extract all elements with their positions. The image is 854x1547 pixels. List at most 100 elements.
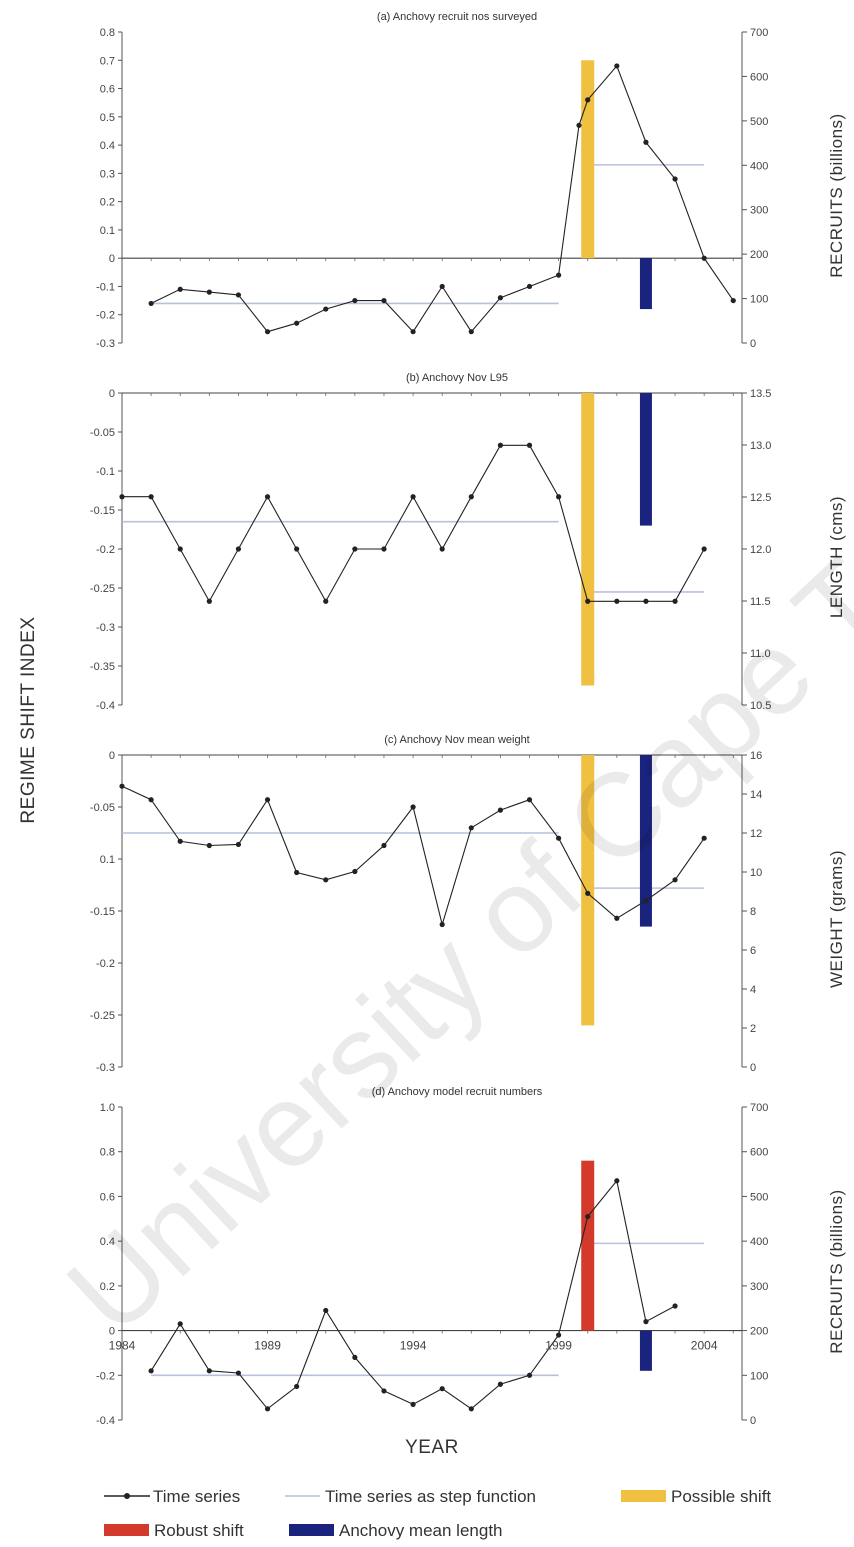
data-point — [701, 546, 707, 552]
right-tick-label: 12.0 — [750, 544, 771, 556]
data-point — [497, 295, 504, 301]
data-point — [177, 286, 183, 292]
left-tick-label: -0.2 — [96, 958, 115, 970]
data-point — [264, 494, 271, 500]
panel-a: -0.3 -0.2 -0.1 0 0.1 0.2 0.3 0.4 0.5 0.6 0.7 0.8 0 10… — [96, 11, 846, 350]
data-point — [526, 442, 533, 448]
panel-b: -0.4 -0.35 -0.3 -0.25 -0.2 -0.15 -0.1 -0.05 0 10.… — [90, 372, 846, 712]
left-tick-label: 0.4 — [100, 1236, 115, 1248]
right-tick-label: 12.5 — [750, 492, 771, 504]
data-point — [352, 1354, 358, 1360]
data-point — [614, 598, 620, 604]
legend-mean-length: Anchovy mean length — [289, 1521, 503, 1540]
right-tick-label: 10 — [750, 867, 762, 879]
right-tick-label: 700 — [750, 27, 768, 39]
data-point — [468, 1406, 474, 1412]
mean-length-bar — [639, 1330, 652, 1371]
left-tick-label: -0.1 — [96, 281, 115, 293]
data-point — [701, 255, 707, 261]
data-point — [439, 283, 445, 290]
legend-possible-shift: Possible shift — [621, 1487, 771, 1506]
data-point — [672, 877, 678, 883]
right-tick-label: 10.5 — [750, 700, 771, 712]
data-point — [206, 842, 212, 849]
right-tick-label: 500 — [750, 116, 768, 128]
left-tick-label: -0.4 — [96, 1415, 115, 1427]
data-point — [177, 838, 183, 844]
left-tick-label: 1.0 — [100, 1102, 115, 1114]
data-point — [439, 921, 445, 928]
panel-title: (a) Anchovy recruit nos surveyed — [377, 11, 537, 23]
data-point — [497, 1381, 504, 1387]
data-point — [148, 300, 154, 307]
chart-panels: -0.3 -0.2 -0.1 0 0.1 0.2 0.3 0.4 0.5 0.6 0.7 0.8 0 10… — [90, 11, 846, 1427]
time-series-line — [150, 64, 734, 333]
data-point — [439, 1386, 445, 1392]
left-tick-label: -0.15 — [90, 505, 115, 517]
left-axis-label: REGIME SHIFT INDEX — [18, 616, 39, 823]
data-point — [410, 494, 416, 500]
left-tick-label: 0 — [109, 1326, 115, 1338]
data-point — [381, 546, 387, 552]
left-tick-label: -0.3 — [96, 338, 115, 350]
mean-length-bar — [639, 258, 652, 310]
possible-shift-bar — [581, 393, 595, 686]
data-point — [468, 494, 474, 500]
possible-shift-bar — [581, 755, 595, 1026]
right-tick-label: 2 — [750, 1023, 756, 1035]
data-point — [235, 546, 242, 552]
right-tick-label: 200 — [750, 1326, 768, 1338]
right-tick-label: 600 — [750, 71, 768, 83]
right-axis-label: WEIGHT (grams) — [827, 850, 846, 988]
left-tick-label: 0 — [109, 750, 115, 762]
data-point — [730, 297, 736, 304]
left-tick-label: 0.1 — [100, 854, 115, 866]
x-tick-label: 1989 — [254, 1339, 281, 1353]
left-tick-label: 0.3 — [100, 168, 115, 180]
right-tick-label: 6 — [750, 945, 756, 957]
data-point — [614, 63, 620, 69]
left-tick-label: -0.05 — [90, 427, 115, 439]
left-tick-label: 0.1 — [100, 225, 115, 237]
data-point — [556, 835, 562, 841]
panel-title: (b) Anchovy Nov L95 — [406, 372, 508, 384]
data-point — [206, 289, 212, 295]
right-tick-label: 400 — [750, 1236, 768, 1248]
right-tick-label: 16 — [750, 750, 762, 762]
data-point — [323, 1307, 329, 1314]
right-tick-label: 100 — [750, 294, 768, 306]
right-axis-label: RECRUITS (billions) — [827, 113, 846, 277]
mean-length-bar — [639, 393, 652, 526]
left-tick-label: 0.8 — [100, 1147, 115, 1159]
data-point — [585, 890, 591, 896]
panel-c: -0.3 -0.25 -0.2 -0.15 0.1 -0.05 0 0 2 4 6 8 10 12 14 16… — [90, 734, 846, 1074]
right-tick-label: 500 — [750, 1191, 768, 1203]
legend-step-function: Time series as step function — [285, 1487, 536, 1506]
left-tick-label: 0.8 — [100, 27, 115, 39]
data-point — [381, 1388, 387, 1394]
robust-shift-bar — [581, 1160, 595, 1331]
time-series-line — [122, 444, 705, 603]
left-tick-label: -0.25 — [90, 1010, 115, 1022]
right-tick-label: 200 — [750, 249, 768, 261]
legend-step-function-label: Time series as step function — [325, 1487, 536, 1506]
data-point — [294, 1383, 300, 1390]
data-point — [614, 915, 620, 921]
data-point — [497, 807, 504, 813]
data-point — [352, 297, 358, 304]
x-axis-label: YEAR — [405, 1437, 459, 1458]
data-point — [526, 797, 533, 803]
data-point — [177, 1321, 183, 1327]
legend-robust-shift-label: Robust shift — [154, 1521, 244, 1540]
data-point — [672, 176, 678, 182]
legend-mean-length-label: Anchovy mean length — [339, 1521, 503, 1540]
data-point — [497, 442, 504, 448]
mean-length-bar — [639, 755, 652, 927]
data-point — [206, 1368, 212, 1374]
data-point — [526, 1372, 533, 1378]
data-point — [556, 272, 562, 278]
data-point — [556, 1332, 562, 1338]
data-point — [352, 546, 358, 552]
legend-robust-shift: Robust shift — [104, 1521, 244, 1540]
